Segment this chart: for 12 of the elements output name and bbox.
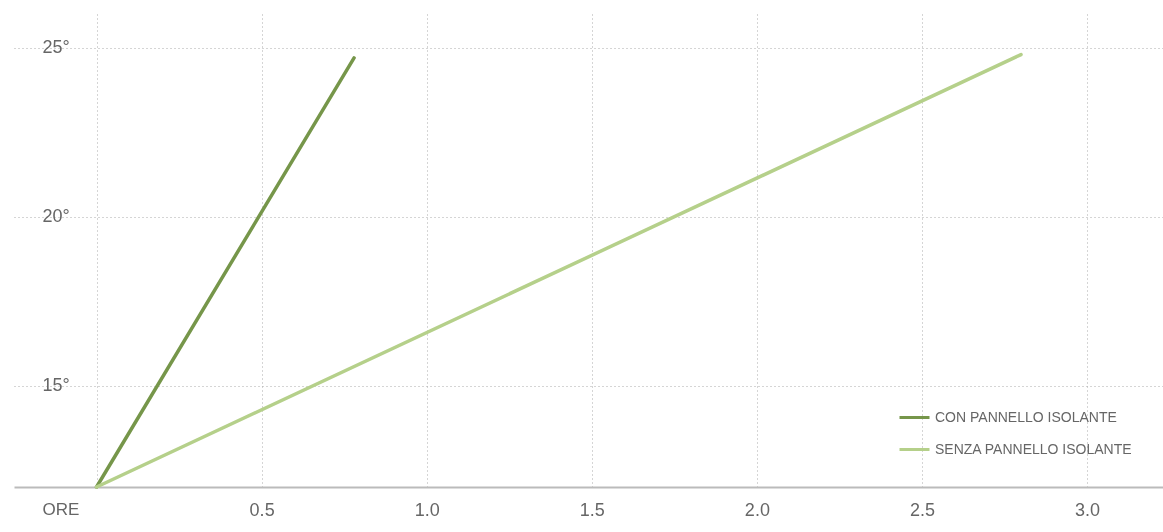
x-axis-title: ORE — [42, 499, 80, 519]
legend-label: CON PANNELLO ISOLANTE — [935, 408, 1117, 425]
y-tick-label: 25° — [42, 37, 70, 58]
x-tick-label: 1.0 — [414, 499, 440, 520]
legend-label: SENZA PANNELLO ISOLANTE — [935, 440, 1132, 457]
x-tick-label: 1.5 — [579, 499, 605, 520]
x-tick-label: 2.5 — [909, 499, 935, 520]
x-tick-label: 3.0 — [1075, 499, 1101, 520]
y-tick-label: 20° — [42, 206, 70, 227]
y-tick-label: 15° — [42, 375, 70, 396]
x-tick-label: 0.5 — [249, 499, 275, 520]
x-tick-label: 2.0 — [744, 499, 770, 520]
